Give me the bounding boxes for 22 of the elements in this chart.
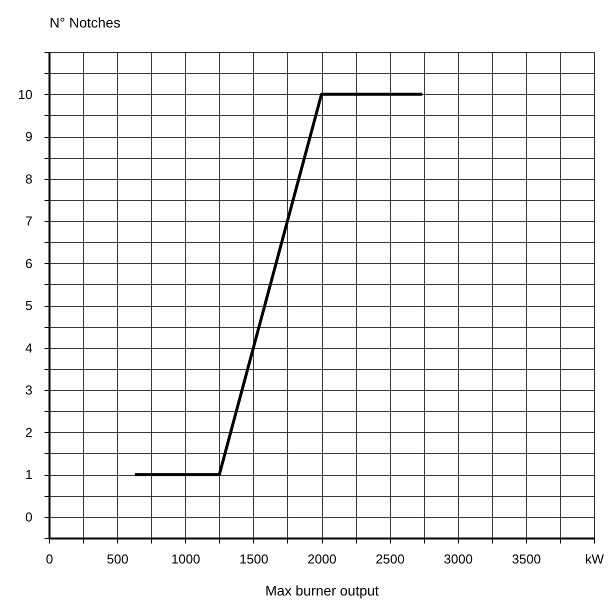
x-tick-label: 500 <box>106 552 128 566</box>
x-tick-label: kW <box>585 552 605 566</box>
y-axis-title: N° Notches <box>50 14 120 30</box>
y-tick-label: 4 <box>25 340 32 356</box>
y-tick-label: 2 <box>25 424 32 440</box>
y-tick-label: 7 <box>25 214 32 229</box>
y-tick-label: 6 <box>25 256 32 271</box>
y-tick-label: 1 <box>25 467 32 482</box>
x-tick-label: 2500 <box>376 552 405 566</box>
y-tick-label: 8 <box>25 171 32 186</box>
x-tick-label: 1500 <box>239 552 268 566</box>
y-tick-label: 0 <box>25 509 32 524</box>
x-tick-label: 2000 <box>308 552 336 566</box>
x-axis-title: Max burner output <box>265 582 379 598</box>
x-tick-label: 3500 <box>512 552 541 566</box>
x-tick-label: 1000 <box>171 552 200 566</box>
x-tick-label: 0 <box>46 552 54 566</box>
y-tick-label: 9 <box>25 129 32 144</box>
y-tick-label: 3 <box>25 382 32 398</box>
y-tick-label: 5 <box>25 298 32 314</box>
y-tick-label: 10 <box>18 86 32 102</box>
x-tick-label: 3000 <box>444 552 473 566</box>
